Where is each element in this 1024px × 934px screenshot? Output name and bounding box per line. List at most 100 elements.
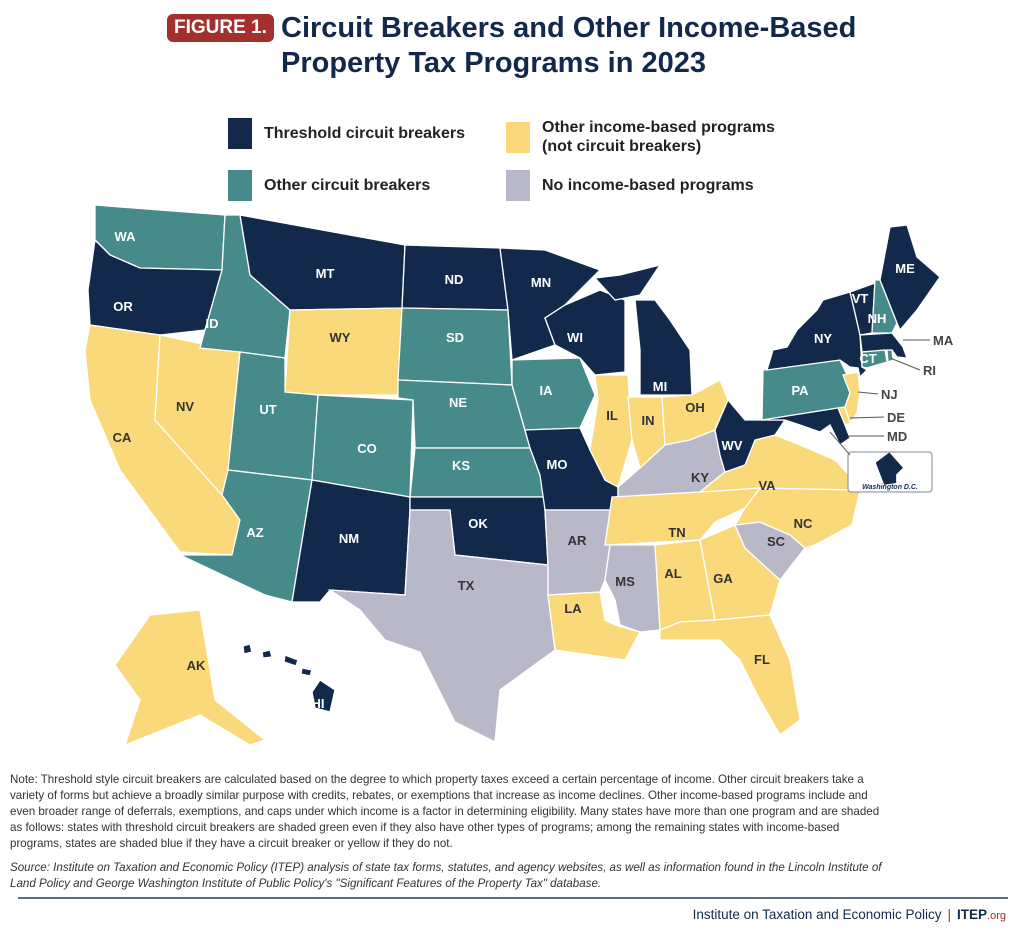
- state-label-ky: KY: [691, 470, 709, 485]
- state-label-ut: UT: [259, 402, 276, 417]
- state-label-ri: RI: [923, 363, 936, 378]
- state-label-wy: WY: [330, 330, 351, 345]
- footer-brand[interactable]: ITEP: [957, 907, 988, 922]
- state-label-sc: SC: [767, 534, 786, 549]
- state-label-az: AZ: [246, 525, 263, 540]
- legend-label-none: No income-based programs: [542, 177, 754, 194]
- state-shape-sd: [397, 307, 513, 386]
- state-ak: [114, 609, 267, 747]
- state-shape-hi: [242, 643, 253, 655]
- legend-item-threshold: Threshold circuit breakers: [228, 118, 465, 149]
- figure-label-badge: FIGURE 1.: [167, 14, 274, 42]
- state-label-ks: KS: [452, 458, 470, 473]
- state-tx: [327, 509, 556, 744]
- state-label-ms: MS: [615, 574, 635, 589]
- state-shape-ri: [886, 349, 894, 363]
- dc-inset-label: Washington D.C.: [862, 484, 918, 491]
- legend-item-other-cb: Other circuit breakers: [228, 170, 430, 201]
- state-label-vt: VT: [852, 291, 869, 306]
- state-shape-wv: [714, 398, 787, 473]
- state-label-ma: MA: [933, 333, 954, 348]
- legend-label-threshold: Threshold circuit breakers: [264, 125, 465, 142]
- state-label-md: MD: [887, 429, 907, 444]
- state-label-fl: FL: [754, 652, 770, 667]
- state-label-la: LA: [564, 601, 582, 616]
- state-ia: [511, 357, 596, 431]
- state-label-id: ID: [206, 316, 219, 331]
- state-shape-nh: [871, 279, 898, 334]
- legend-label-other-income-line1: Other income-based programs: [542, 119, 775, 136]
- state-label-nh: NH: [868, 311, 887, 326]
- state-label-de: DE: [887, 410, 905, 425]
- state-label-wa: WA: [115, 229, 137, 244]
- state-ks: [409, 447, 546, 498]
- source-text: Source: Institute on Taxation and Econom…: [10, 861, 882, 890]
- state-label-mn: MN: [531, 275, 551, 290]
- footer: Institute on Taxation and Economic Polic…: [693, 907, 1006, 922]
- state-label-nv: NV: [176, 399, 194, 414]
- footer-brand-suffix[interactable]: .org: [987, 910, 1006, 922]
- legend-item-other-income: Other income-based programs (not circuit…: [506, 118, 775, 156]
- state-shape-tx: [327, 509, 556, 744]
- state-shape-hi: [283, 654, 299, 667]
- state-shape-fl: [659, 614, 801, 736]
- state-shape-mi: [593, 263, 662, 301]
- legend-label-other-income-line2: (not circuit breakers): [542, 138, 702, 155]
- state-label-al: AL: [664, 566, 681, 581]
- state-shape-mi: [634, 299, 693, 396]
- state-ct: [861, 349, 888, 369]
- legend-swatch-other-cb: [228, 170, 252, 201]
- state-label-mo: MO: [547, 457, 568, 472]
- footer-org-name: Institute on Taxation and Economic Polic…: [692, 907, 942, 922]
- legend-swatch-none: [506, 170, 530, 201]
- state-shape-ar: [544, 509, 611, 596]
- state-az: [179, 469, 313, 603]
- state-label-wi: WI: [567, 330, 583, 345]
- state-shape-ak: [114, 609, 267, 747]
- leader-line-de: [849, 416, 885, 419]
- state-label-oh: OH: [685, 400, 705, 415]
- state-label-ar: AR: [568, 533, 587, 548]
- state-label-nc: NC: [794, 516, 813, 531]
- state-label-tx: TX: [458, 578, 475, 593]
- state-shape-ks: [409, 447, 546, 498]
- state-shape-md: [761, 407, 851, 446]
- state-label-wv: WV: [722, 438, 743, 453]
- state-label-hi: HI: [312, 696, 325, 711]
- note-text: Note: Threshold style circuit breakers a…: [10, 773, 880, 850]
- state-shape-il: [589, 374, 633, 488]
- state-label-il: IL: [606, 408, 618, 423]
- state-label-ny: NY: [814, 331, 832, 346]
- legend-label-other-cb: Other circuit breakers: [264, 177, 431, 194]
- state-mi: [593, 263, 693, 396]
- state-fl: [659, 614, 801, 736]
- title-line-2: Property Tax Programs in 2023: [281, 47, 706, 79]
- state-label-va: VA: [758, 478, 776, 493]
- state-ar: [544, 509, 611, 596]
- state-shape-nc: [733, 487, 861, 549]
- footer-divider: [18, 897, 1008, 899]
- title-line-1: Circuit Breakers and Other Income-Based: [281, 12, 857, 44]
- state-ri: [886, 349, 894, 363]
- state-label-sd: SD: [446, 330, 464, 345]
- state-ne: [397, 379, 531, 449]
- state-label-ct: CT: [859, 351, 876, 366]
- state-shape-ne: [397, 379, 531, 449]
- state-label-ia: IA: [540, 383, 554, 398]
- state-label-in: IN: [642, 413, 655, 428]
- state-il: [589, 374, 633, 488]
- state-shape-hi: [311, 679, 336, 713]
- state-nc: [733, 487, 861, 549]
- state-label-me: ME: [895, 261, 915, 276]
- state-me: [879, 224, 941, 332]
- state-shape-hi: [300, 667, 313, 677]
- state-label-co: CO: [357, 441, 377, 456]
- state-label-ga: GA: [713, 571, 733, 586]
- state-label-tn: TN: [668, 525, 685, 540]
- dc-leader-line: [829, 431, 851, 456]
- leader-line-ri: [889, 357, 921, 371]
- state-shape-ct: [861, 349, 888, 369]
- state-label-mt: MT: [316, 266, 335, 281]
- state-wy: [284, 307, 403, 396]
- state-label-ak: AK: [187, 658, 206, 673]
